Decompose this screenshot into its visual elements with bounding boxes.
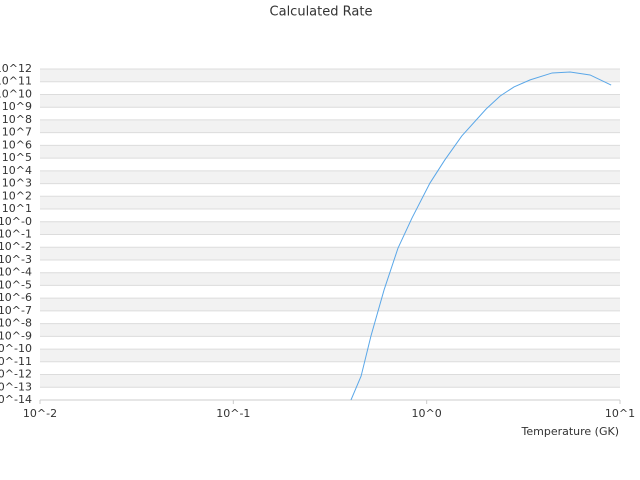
grid-band	[40, 69, 620, 82]
y-tick-label: 10^12	[0, 62, 32, 75]
grid-band	[40, 196, 620, 210]
y-tick-label: 10^-5	[0, 278, 32, 291]
y-tick-label: 10^-13	[0, 380, 32, 393]
grid-band	[40, 298, 620, 311]
y-tick-label: 10^-9	[0, 329, 32, 342]
y-tick-label: 10^3	[2, 177, 32, 190]
y-tick-label: 10^-7	[0, 304, 32, 317]
y-tick-label: 10^5	[2, 151, 32, 164]
x-tick-label: 10^-1	[216, 407, 250, 420]
x-tick-label: 10^-2	[23, 407, 57, 420]
data-line	[350, 71, 612, 400]
grid-band	[40, 323, 620, 337]
grid-band	[40, 119, 620, 133]
y-tick-label: 10^-11	[0, 355, 32, 368]
grid-band	[40, 247, 620, 260]
y-tick-label: 10^2	[2, 189, 32, 202]
x-tick-label: 10^1	[605, 407, 635, 420]
y-tick-label: 10^-10	[0, 342, 32, 355]
y-tick-label: 10^-3	[0, 253, 32, 266]
grid-band	[40, 374, 620, 388]
chart-title: Calculated Rate	[270, 5, 373, 20]
y-tick-label: 10^4	[2, 164, 32, 177]
grid-band	[40, 94, 620, 108]
y-tick-label: 10^1	[2, 202, 32, 215]
y-tick-label: 10^9	[2, 100, 32, 113]
y-tick-label: 10^-4	[0, 266, 32, 279]
y-tick-label: 10^6	[2, 138, 32, 151]
y-tick-label: 10^-1	[0, 228, 32, 241]
y-tick-label: 10^8	[2, 113, 32, 126]
grid-band	[40, 221, 620, 235]
y-tick-label: 10^10	[0, 87, 32, 100]
x-tick-label: 10^0	[412, 407, 442, 420]
grid-band	[40, 349, 620, 362]
y-tick-label: 10^11	[0, 75, 32, 88]
y-tick-label: 10^-6	[0, 291, 32, 304]
y-tick-label: 10^-14	[0, 393, 32, 406]
grid-band	[40, 145, 620, 159]
y-tick-label: 10^7	[2, 126, 32, 139]
y-tick-label: 10^-2	[0, 240, 32, 253]
grid-band	[40, 272, 620, 286]
y-tick-label: 10^-0	[0, 215, 32, 228]
grid-band	[40, 170, 620, 184]
y-tick-label: 10^-12	[0, 368, 32, 381]
x-axis-label: Temperature (GK)	[521, 425, 620, 438]
y-tick-label: 10^-8	[0, 317, 32, 330]
